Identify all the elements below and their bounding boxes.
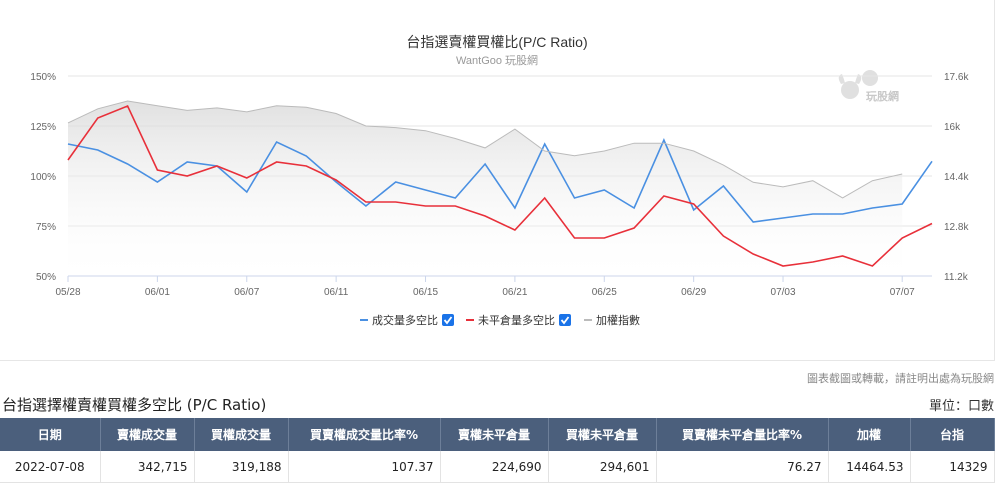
x-tick-label: 06/01 — [145, 287, 170, 298]
table-header-cell: 買權成交量 — [194, 418, 289, 451]
table-cell: 2022-07-08 — [0, 451, 101, 483]
y-left-tick-label: 150% — [30, 72, 56, 83]
table-header-cell: 加權 — [828, 418, 911, 451]
x-tick-label: 06/29 — [681, 287, 706, 298]
x-tick-label: 06/15 — [413, 287, 438, 298]
table-header-cell: 賣權未平倉量 — [440, 418, 549, 451]
table-header-cell: 買賣權成交量比率% — [288, 418, 441, 451]
check-icon — [443, 316, 453, 325]
table-header-cell: 台指 — [910, 418, 995, 451]
x-tick-label: 07/03 — [771, 287, 796, 298]
y-left-tick-label: 50% — [36, 272, 56, 283]
x-tick-label: 07/07 — [890, 287, 915, 298]
table-header-cell: 賣權成交量 — [100, 418, 195, 451]
y-left-tick-label: 75% — [36, 222, 56, 233]
table-cell: 107.37 — [288, 451, 441, 483]
legend-oi-ratio[interactable]: 未平倉量多空比 — [466, 313, 571, 327]
checkbox-box — [559, 314, 571, 326]
table-row: 2022-07-08 342,715 319,188 107.37 224,690 294… — [0, 451, 995, 483]
y-right-tick-label: 17.6k — [944, 72, 969, 83]
chart-container: 台指選賣權買權比(P/C Ratio) WantGoo 玩股網 玩股網 50% 7… — [0, 0, 995, 361]
x-tick-label: 05/28 — [55, 287, 80, 298]
y-right-tick-label: 11.2k — [944, 272, 969, 283]
volume-ratio-series-line — [67, 137, 933, 223]
legend-label: 加權指數 — [596, 313, 640, 327]
x-tick-label: 06/11 — [324, 287, 349, 298]
legend-checkbox[interactable] — [559, 314, 571, 326]
x-tick-label: 06/21 — [502, 287, 527, 298]
legend-index[interactable]: 加權指數 — [584, 313, 640, 327]
y-left-tick-label: 125% — [30, 122, 56, 133]
index-area — [68, 101, 903, 276]
chart-legend: 成交量多空比 未平倉量多空比 加權指數 — [360, 313, 640, 327]
y-right-tick-label: 16k — [944, 122, 961, 133]
table-cell: 14464.53 — [828, 451, 911, 483]
checkbox-box — [442, 314, 454, 326]
table-cell: 76.27 — [656, 451, 829, 483]
table-cell: 319,188 — [194, 451, 289, 483]
table-cell: 342,715 — [100, 451, 195, 483]
oi-ratio-series-line — [67, 104, 933, 267]
chart-title: 台指選賣權買權比(P/C Ratio) — [406, 34, 587, 50]
table-header-row: 日期 賣權成交量 買權成交量 買賣權成交量比率% 賣權未平倉量 買權未平倉量 買賣權未平倉量… — [0, 418, 995, 451]
legend-label: 成交量多空比 — [372, 313, 438, 327]
unit-label: 單位：口數 — [928, 399, 994, 414]
legend-volume-ratio[interactable]: 成交量多空比 — [360, 313, 454, 327]
copyright-note: 圖表截圖或轉載，請註明出處為玩股網 — [807, 372, 994, 385]
table-cell: 224,690 — [440, 451, 549, 483]
table-cell: 294,601 — [548, 451, 657, 483]
table-header-cell: 買權未平倉量 — [548, 418, 657, 451]
legend-checkbox[interactable] — [442, 314, 454, 326]
y-right-tick-label: 12.8k — [944, 222, 969, 233]
x-tick-label: 06/07 — [234, 287, 259, 298]
index-series-line — [67, 100, 903, 199]
y-right-tick-label: 14.4k — [944, 172, 969, 183]
y-left-tick-label: 100% — [30, 172, 56, 183]
chart-subtitle: WantGoo 玩股網 — [456, 53, 538, 67]
table-title: 台指選擇權賣權買權多空比 (P/C Ratio) — [2, 396, 267, 414]
table-cell: 14329 — [910, 451, 995, 483]
pc-ratio-chart: 台指選賣權買權比(P/C Ratio) WantGoo 玩股網 玩股網 50% 7… — [30, 34, 969, 327]
pc-ratio-table: 日期 賣權成交量 買權成交量 買賣權成交量比率% 賣權未平倉量 買權未平倉量 買賣權未平倉量… — [0, 418, 995, 483]
watermark-logo: 玩股網 — [838, 70, 899, 103]
watermark-text: 玩股網 — [866, 89, 899, 103]
check-icon — [560, 316, 570, 325]
legend-label: 未平倉量多空比 — [478, 313, 555, 327]
x-tick-label: 06/25 — [592, 287, 617, 298]
table-header-cell: 買賣權未平倉量比率% — [656, 418, 829, 451]
table-header-cell: 日期 — [0, 418, 101, 451]
